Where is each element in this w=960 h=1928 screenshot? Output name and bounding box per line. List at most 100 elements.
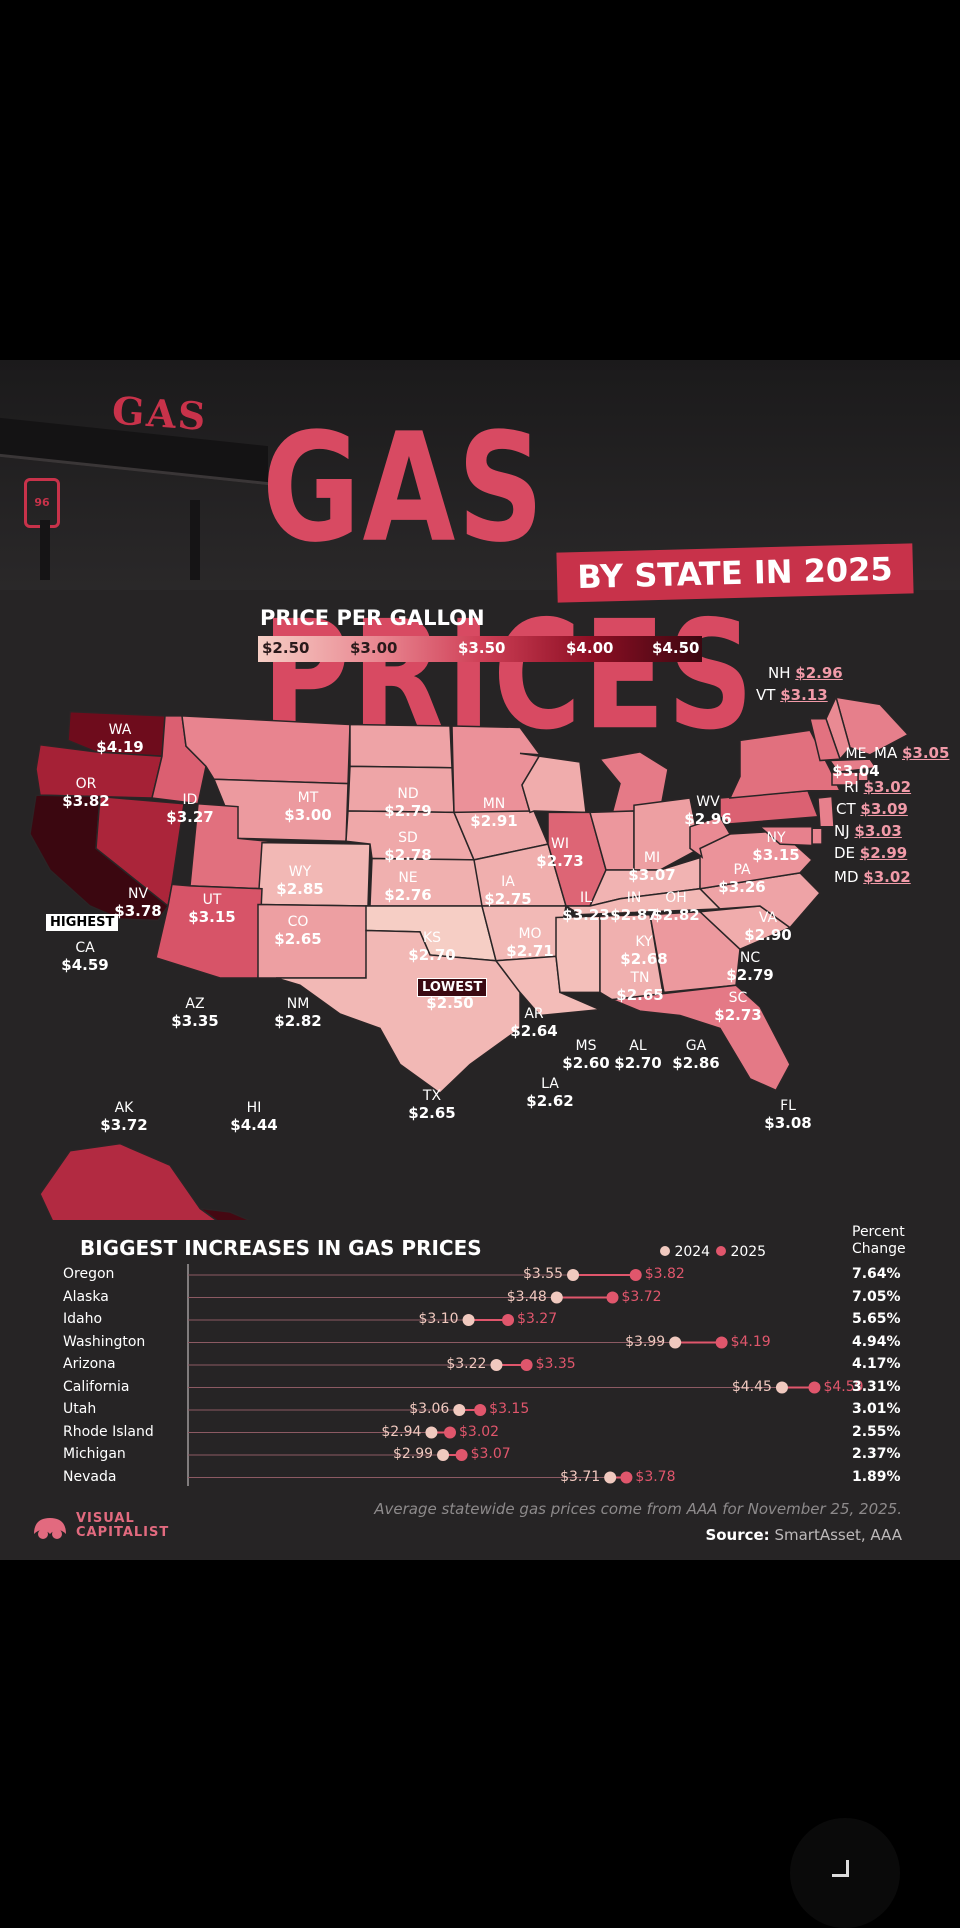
state-price: $3.02 <box>863 868 911 886</box>
state-label-sc: SC $2.73 <box>698 990 778 1024</box>
state-label-ky: KY $2.68 <box>604 934 684 968</box>
value-2024-label: $3.99 <box>625 1333 666 1350</box>
state-label-nm: NM $2.82 <box>258 996 338 1030</box>
state-code: MN <box>482 796 506 812</box>
dot-2024 <box>490 1359 503 1371</box>
increases-title: BIGGEST INCREASES IN GAS PRICES <box>80 1236 482 1260</box>
state-label-mo: MO $2.71 <box>490 926 570 960</box>
state-ct <box>831 771 859 786</box>
state-price: $2.60 <box>562 1054 610 1072</box>
percent-change-value: 1.89% <box>852 1468 901 1485</box>
state-price: $2.79 <box>726 966 774 984</box>
row-state-name: Rhode Island <box>63 1423 154 1440</box>
state-price: $2.90 <box>744 926 792 944</box>
legend-tick: $2.50 <box>262 639 310 657</box>
state-label-ut: UT $3.15 <box>172 892 252 926</box>
state-code: AR <box>524 1006 544 1022</box>
state-ma <box>828 758 878 773</box>
state-tx <box>275 929 521 1095</box>
station-post <box>40 520 50 580</box>
state-price: $3.03 <box>854 822 902 840</box>
state-label-or: OR $3.82 <box>46 776 126 810</box>
fullscreen-icon <box>832 1860 849 1877</box>
dot-2024 <box>453 1404 466 1416</box>
state-fl <box>609 984 791 1092</box>
state-label-sd: SD $2.78 <box>368 830 448 864</box>
state-price: $2.87 <box>610 906 658 924</box>
subtitle: BY STATE IN 2025 <box>576 549 894 597</box>
state-code: SD <box>398 830 418 846</box>
state-code: IA <box>501 874 515 890</box>
state-code: SC <box>728 990 748 1006</box>
state-label-ia: IA $2.75 <box>468 874 548 908</box>
value-2024-label: $2.94 <box>381 1423 422 1440</box>
percent-change-value: 2.37% <box>852 1446 901 1462</box>
source-label: Source: <box>705 1526 770 1544</box>
state-label-pa: PA $3.26 <box>702 862 782 896</box>
value-2025-label: $3.27 <box>517 1311 558 1327</box>
state-nj <box>817 795 835 828</box>
source-text: SmartAsset, AAA <box>774 1526 902 1544</box>
state-price: $3.26 <box>718 878 766 896</box>
state-code: MA <box>874 744 902 762</box>
state-code: MD <box>834 868 864 886</box>
state-code: NH <box>768 664 796 682</box>
state-label-id: ID $3.27 <box>150 792 230 826</box>
dot-2025 <box>520 1359 533 1371</box>
state-price: $2.82 <box>274 1012 322 1030</box>
state-price: $2.65 <box>274 930 322 948</box>
state-label-in: IN $2.87 <box>594 890 674 924</box>
state-price: $2.96 <box>795 664 843 682</box>
row-state-name: Arizona <box>63 1356 116 1372</box>
row-state-name: Alaska <box>63 1288 109 1305</box>
brand-line: CAPITALIST <box>76 1525 170 1540</box>
state-price: $2.68 <box>620 950 668 968</box>
state-mt <box>181 715 351 785</box>
state-oh <box>633 797 701 871</box>
fullscreen-button[interactable] <box>790 1818 900 1928</box>
legend-title: PRICE PER GALLON <box>260 606 485 630</box>
state-label-mt: MT $3.00 <box>268 790 348 824</box>
dot-2025 <box>444 1426 456 1439</box>
percent-change-value: 7.64% <box>852 1266 901 1282</box>
state-code: WY <box>288 864 312 880</box>
row-state-name: Idaho <box>63 1311 103 1327</box>
state-price: $3.00 <box>284 806 332 824</box>
state-label-tn: TN $2.65 <box>600 970 680 1004</box>
dot-2025 <box>629 1269 642 1281</box>
percent-change-value: 3.01% <box>852 1401 901 1417</box>
value-2024-label: $3.55 <box>522 1266 564 1282</box>
dot-2025 <box>455 1449 468 1461</box>
state-code: ME <box>845 746 867 762</box>
brand-line: VISUAL <box>76 1511 135 1526</box>
state-md <box>757 826 813 847</box>
state-price: $3.15 <box>188 908 236 926</box>
state-price: $4.44 <box>230 1116 278 1134</box>
state-code: NV <box>127 886 149 902</box>
state-price: $2.62 <box>526 1092 574 1110</box>
state-code: MO <box>518 926 542 942</box>
highest-tag: HIGHEST <box>46 914 119 931</box>
state-label-nc: NC $2.79 <box>710 950 790 984</box>
state-code: NM <box>286 996 310 1012</box>
subtitle-banner: BY STATE IN 2025 <box>556 543 914 603</box>
state-price: $3.72 <box>100 1116 148 1134</box>
state-price: $2.91 <box>470 812 518 830</box>
dot-2024 <box>425 1426 438 1439</box>
state-label-nh: NH $2.96 <box>768 664 843 682</box>
value-2025-label: $4.19 <box>730 1333 771 1350</box>
state-price: $2.71 <box>506 942 554 960</box>
percent-header-line: Change <box>852 1241 906 1257</box>
state-code: OR <box>75 776 97 792</box>
legend-2024-label: 2024 <box>674 1244 711 1260</box>
percent-change-value: 3.31% <box>852 1378 901 1395</box>
state-code: PA <box>733 862 751 878</box>
state-code: CT <box>836 800 861 818</box>
brand-name: VISUAL CAPITALIST <box>76 1512 169 1540</box>
dot-2025 <box>620 1471 633 1484</box>
state-label-vt: VT $3.13 <box>756 686 828 704</box>
state-code: NC <box>739 950 761 966</box>
state-code: TN <box>630 970 650 986</box>
state-price: $2.85 <box>276 880 324 898</box>
state-code: RI <box>844 778 864 796</box>
